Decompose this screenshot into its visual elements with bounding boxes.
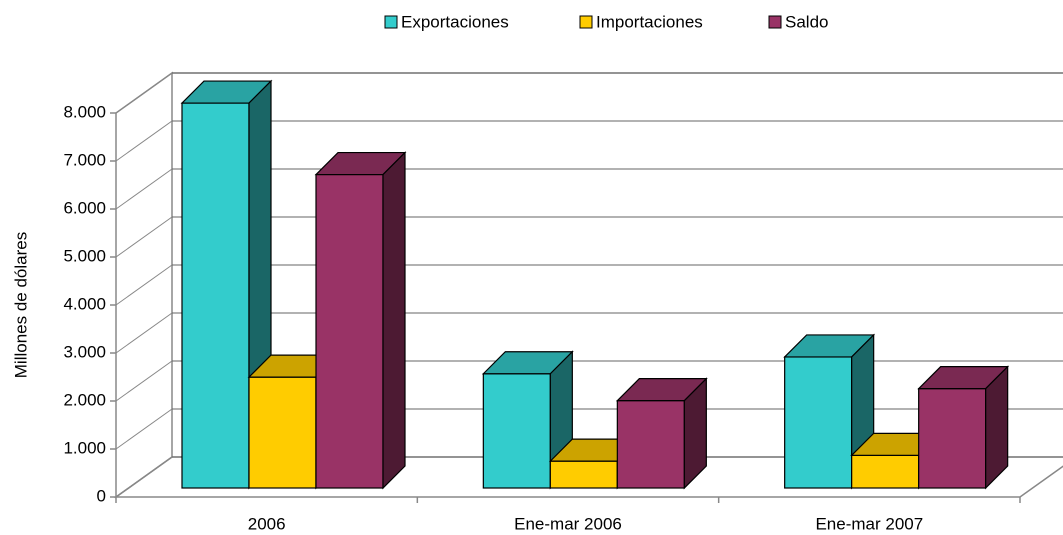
y-tick-label: 8.000 [63, 102, 106, 121]
grid-line [115, 312, 173, 354]
legend-swatch [579, 15, 593, 29]
bar [851, 454, 920, 489]
grid-line [115, 168, 173, 210]
bar [549, 460, 618, 489]
bar [181, 102, 250, 489]
y-axis-label: Millones de dólares [11, 232, 30, 378]
x-tick-label: Ene-mar 2006 [514, 514, 622, 533]
legend-label: Importaciones [596, 12, 703, 31]
grid-line [115, 408, 173, 450]
bar [616, 400, 685, 489]
y-tick-label: 6.000 [63, 198, 106, 217]
bar [784, 356, 853, 489]
y-tick-label: 5.000 [63, 246, 106, 265]
x-tick-label: Ene-mar 2007 [815, 514, 923, 533]
y-tick-label: 0 [97, 486, 106, 505]
legend-swatch [768, 15, 782, 29]
y-tick-label: 2.000 [63, 390, 106, 409]
bar-side [985, 365, 1009, 490]
bar [918, 388, 987, 489]
bar-side [683, 377, 707, 490]
grid-line [115, 264, 173, 306]
y-tick-label: 7.000 [63, 150, 106, 169]
grid-line [115, 360, 173, 402]
bar [248, 376, 317, 489]
grid-line [115, 120, 173, 162]
bar-side [382, 151, 406, 490]
legend-label: Exportaciones [401, 12, 509, 31]
x-tick-label: 2006 [248, 514, 286, 533]
y-tick-label: 1.000 [63, 438, 106, 457]
bar [482, 373, 551, 489]
y-tick-label: 4.000 [63, 294, 106, 313]
bar [315, 173, 384, 489]
grid-line [115, 456, 173, 498]
legend-swatch [384, 15, 398, 29]
grid-line [115, 216, 173, 258]
legend-label: Saldo [785, 12, 828, 31]
grid-line [115, 72, 173, 114]
y-tick-label: 3.000 [63, 342, 106, 361]
